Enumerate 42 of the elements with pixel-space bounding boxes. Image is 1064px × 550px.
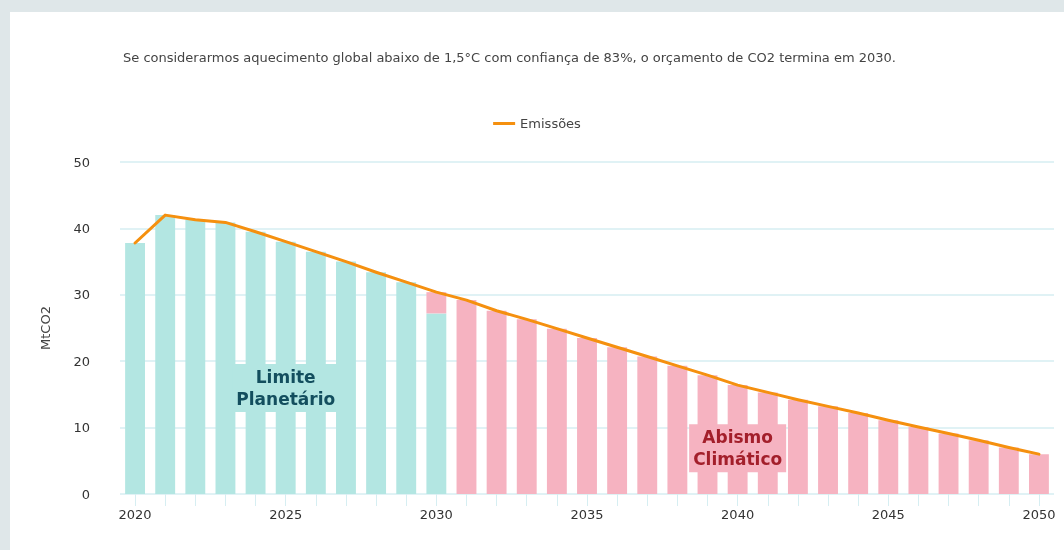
bar bbox=[1028, 454, 1049, 494]
bar bbox=[366, 272, 387, 494]
y-axis-title: MtCO2 bbox=[38, 306, 53, 350]
y-tick-label: 10 bbox=[73, 420, 90, 436]
bar bbox=[667, 365, 688, 494]
bar bbox=[185, 219, 206, 494]
bar bbox=[426, 313, 447, 494]
series-label: Limite Planetário bbox=[236, 367, 336, 410]
bar bbox=[456, 300, 477, 494]
bar bbox=[516, 319, 537, 494]
bar bbox=[546, 328, 567, 494]
x-tick-label: 2040 bbox=[721, 507, 755, 522]
bar bbox=[426, 292, 447, 314]
bar bbox=[998, 447, 1019, 494]
y-tick-label: 40 bbox=[73, 220, 90, 236]
chart-title: Se considerarmos aquecimento global abaixo de 1,5°C com confiança de 83%, o orçamento de CO2 termina em 2030. bbox=[123, 50, 896, 65]
x-tick-label: 2045 bbox=[871, 507, 905, 522]
bar bbox=[125, 243, 146, 494]
bar bbox=[818, 406, 838, 494]
x-tick-label: 2025 bbox=[269, 507, 303, 522]
bar bbox=[878, 420, 899, 494]
y-tick-label: 20 bbox=[73, 353, 90, 369]
bar bbox=[577, 337, 597, 494]
series-label: Abismo Climático bbox=[693, 427, 783, 470]
x-tick-label: 2030 bbox=[419, 507, 453, 522]
bar bbox=[396, 282, 417, 494]
y-tick-label: 50 bbox=[73, 154, 90, 170]
x-tick-label: 2020 bbox=[118, 507, 152, 522]
y-tick-label: 30 bbox=[73, 287, 90, 303]
x-tick-label: 2035 bbox=[570, 507, 604, 522]
legend-label: Emissões bbox=[520, 116, 582, 131]
bar bbox=[637, 356, 658, 494]
bar bbox=[486, 310, 507, 494]
y-tick-label: 0 bbox=[81, 486, 90, 502]
bar bbox=[787, 399, 808, 494]
bar bbox=[908, 426, 929, 494]
bar bbox=[607, 347, 628, 494]
bar bbox=[938, 433, 959, 494]
bar bbox=[968, 440, 989, 494]
bar bbox=[155, 215, 176, 494]
x-tick-label: 2050 bbox=[1022, 507, 1056, 522]
bar bbox=[848, 412, 869, 494]
